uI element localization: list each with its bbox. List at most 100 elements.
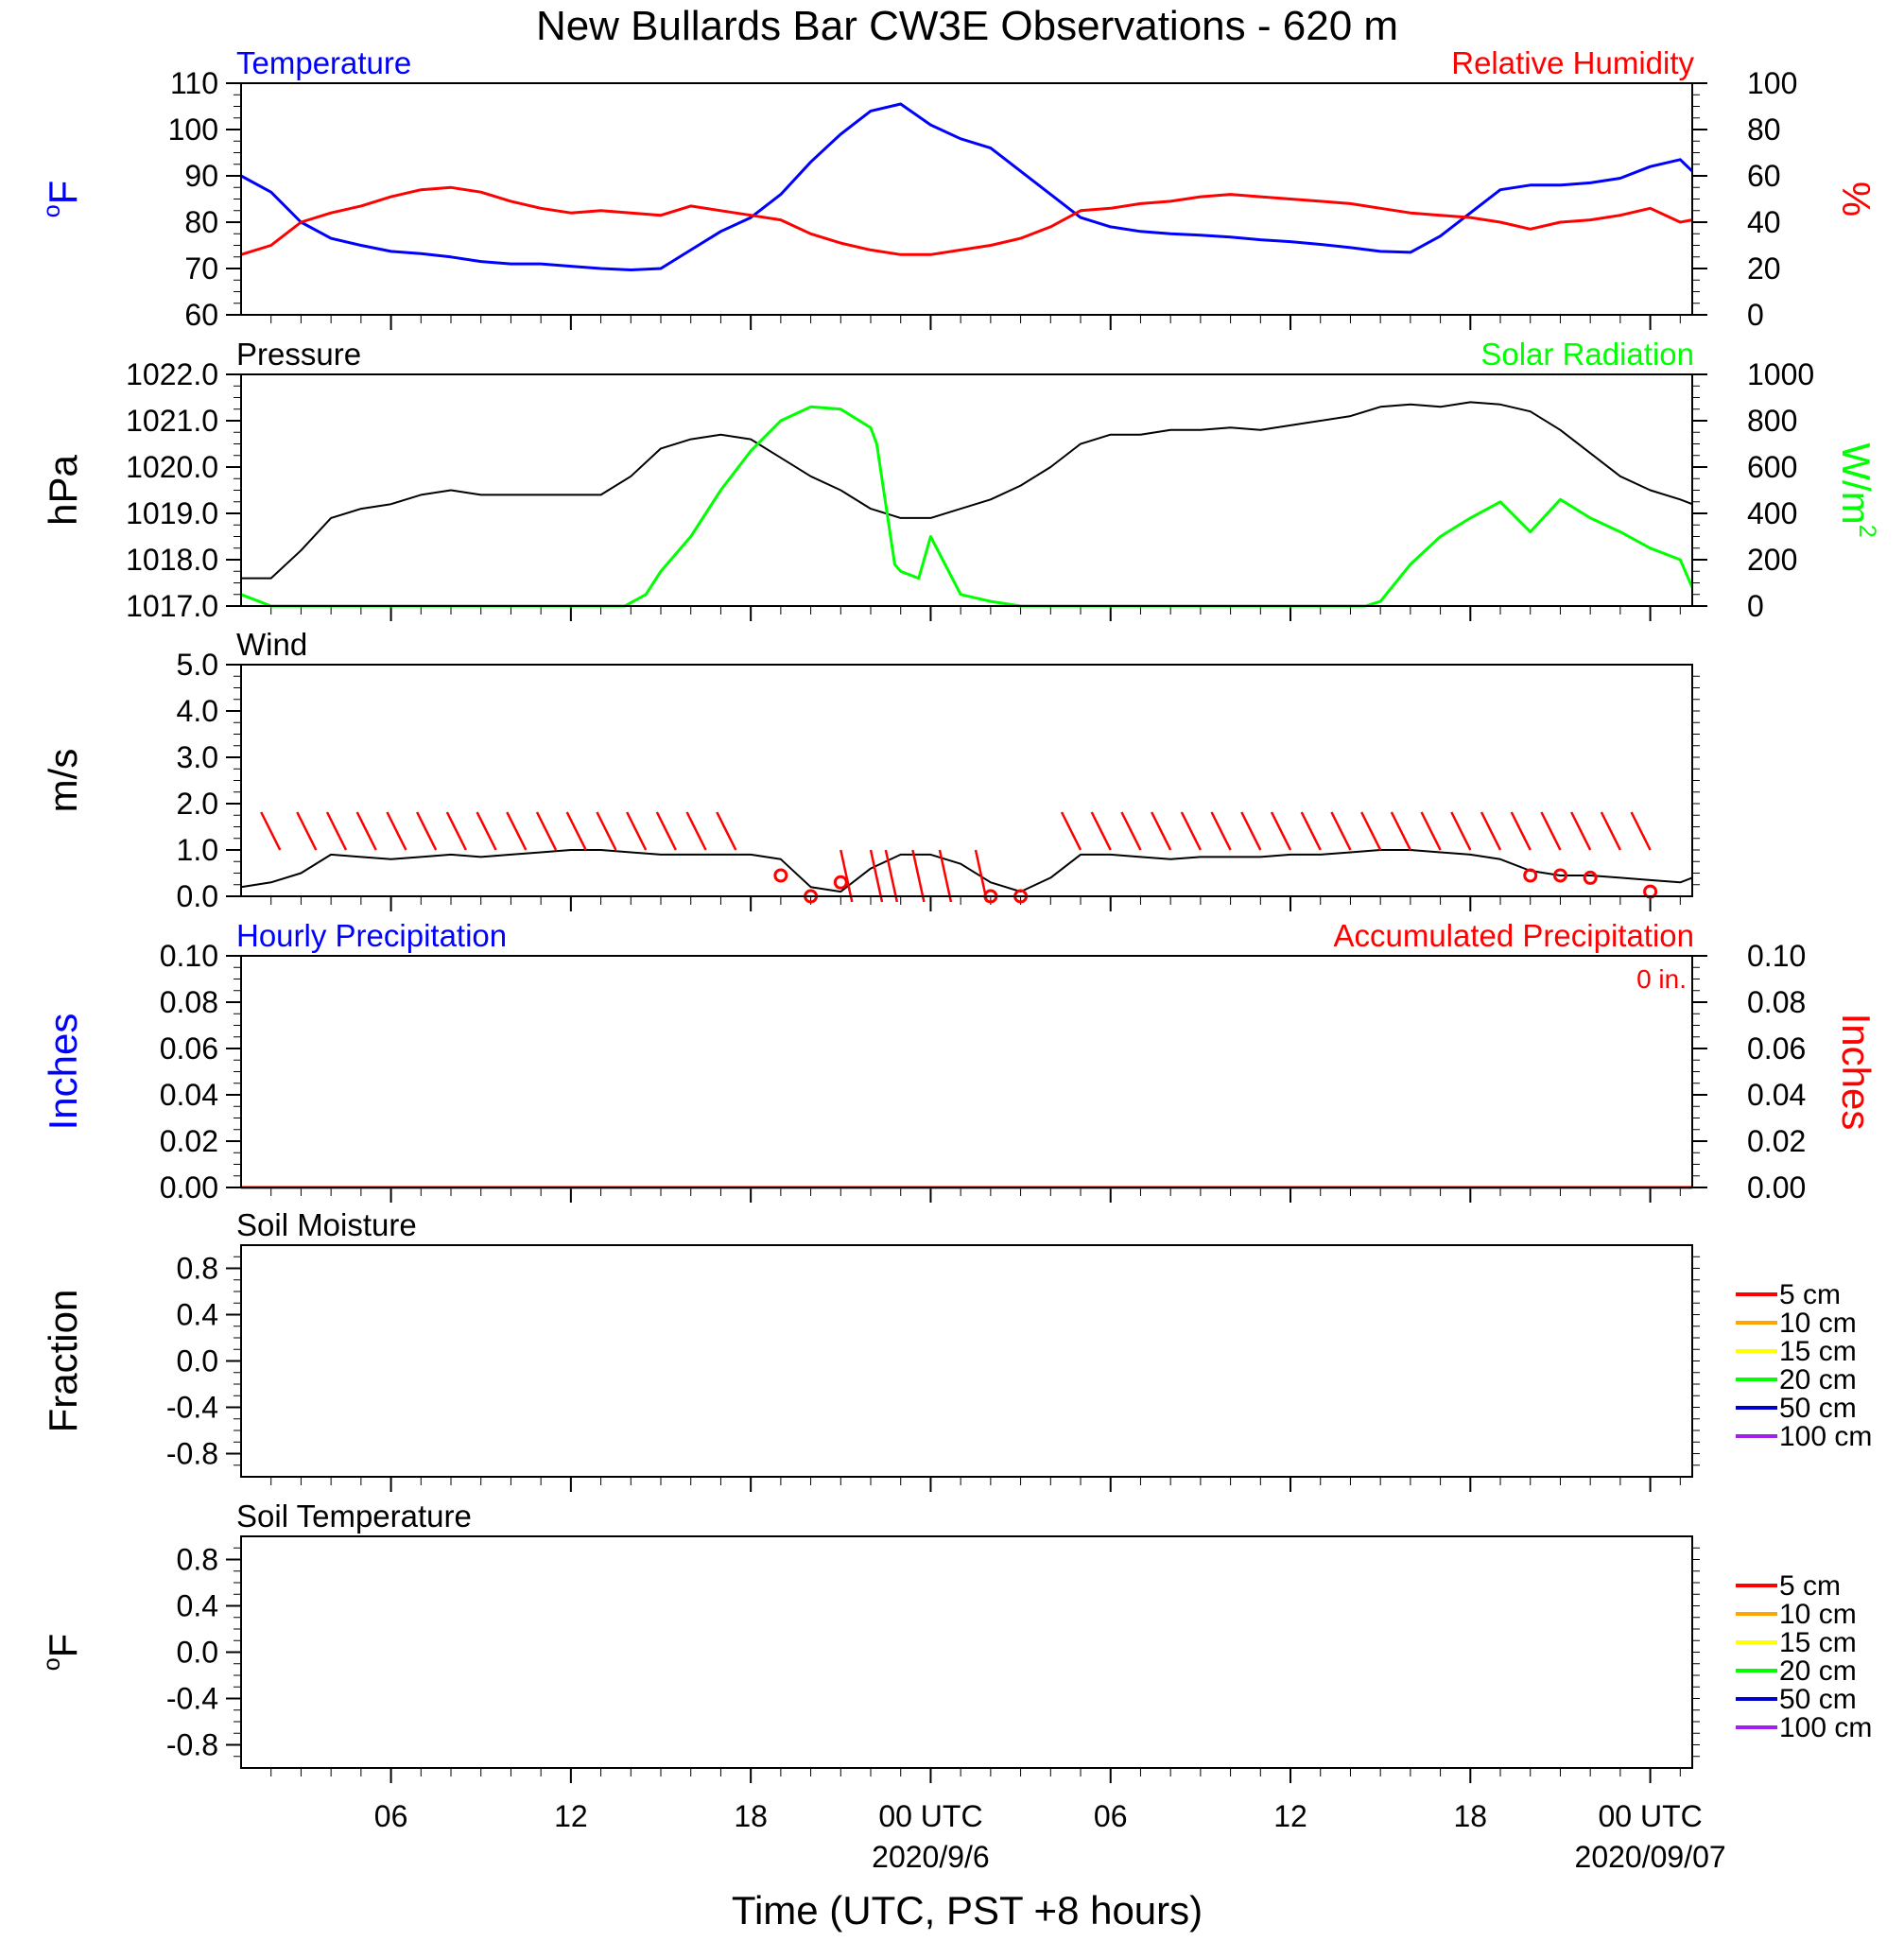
date-label: 2020/09/07 — [1575, 1840, 1726, 1874]
y-tick-label: 100 — [168, 113, 218, 147]
y-axis-label-text: Inches — [41, 1014, 85, 1131]
wind-barb — [1210, 811, 1232, 851]
wind-barb — [685, 811, 707, 851]
y-tick-label: 70 — [184, 251, 218, 286]
panel-frame — [240, 82, 1693, 316]
y-tick-label: 0.4 — [177, 1589, 218, 1623]
series-line-pressure — [241, 401, 1693, 580]
y-axis-label-text: Fraction — [41, 1290, 85, 1433]
wind-barb — [1180, 811, 1202, 851]
wind-barb — [911, 849, 926, 903]
wind-barb — [596, 811, 617, 851]
calm-wind-marker — [1583, 870, 1598, 885]
time-axis: 06 12 18 00 UTC 06 12 18 00 UTC 2020/9/6 2020/09/… — [374, 1799, 1726, 1874]
y-tick-label: 0.02 — [160, 1124, 218, 1158]
y-axis-label-text: hPa — [41, 454, 85, 525]
panel-title-left: Temperature — [236, 45, 411, 80]
legend-label: 5 cm — [1779, 1279, 1841, 1310]
y-tick-label: 0.4 — [177, 1298, 218, 1332]
figure-title: New Bullards Bar CW3E Observations - 620… — [536, 3, 1398, 49]
calm-wind-marker — [833, 875, 848, 890]
wind-barb — [626, 811, 648, 851]
panel-title-left: Soil Moisture — [236, 1207, 417, 1242]
y-axis-label-text: oF — [39, 1634, 85, 1672]
y-tick-label: 0.08 — [160, 985, 218, 1019]
series-line-temperature — [240, 102, 1694, 271]
wind-barb — [1090, 811, 1112, 851]
legend-label: 100 cm — [1779, 1421, 1872, 1452]
wind-barb — [1060, 811, 1082, 851]
y-tick-label: 2.0 — [177, 787, 218, 821]
y-tick-label-right: 0.04 — [1747, 1078, 1806, 1112]
y-tick-label: 1022.0 — [126, 357, 218, 391]
calm-wind-marker — [773, 868, 788, 883]
x-tick-label: 12 — [1273, 1799, 1307, 1833]
legend-label: 20 cm — [1779, 1655, 1857, 1687]
y-axis-label: hPa — [41, 454, 85, 525]
wind-barb — [260, 811, 282, 851]
panel-wind: 0.0 1.0 2.0 3.0 4.0 5.0 Wind m/s — [41, 627, 1700, 913]
legend-label: 10 cm — [1779, 1308, 1857, 1339]
y-tick-label: 60 — [184, 298, 218, 332]
x-tick-label: 00 UTC — [878, 1799, 982, 1833]
calm-wind-marker — [1643, 884, 1658, 899]
y-axis-label-right: W/m2 — [1834, 442, 1880, 537]
y-tick-label: 0.0 — [177, 1636, 218, 1670]
wind-barb — [716, 811, 737, 851]
wind-barb — [938, 849, 953, 903]
legend-label: 50 cm — [1779, 1684, 1857, 1715]
wind-barb — [1360, 811, 1382, 851]
wind-barb — [416, 811, 438, 851]
legend-label: 10 cm — [1779, 1599, 1857, 1630]
y-tick-label: 80 — [184, 205, 218, 239]
panel-soil-moisture: -0.8 -0.4 0.0 0.4 0.8 Soil Moisture Fraction 5 … — [41, 1207, 1872, 1492]
wind-barb — [1540, 811, 1562, 851]
y-axis-label: oF — [39, 181, 85, 218]
legend-label: 15 cm — [1779, 1627, 1857, 1658]
y-tick-label-right: 100 — [1747, 66, 1797, 100]
y-axis-label-right-text: % — [1834, 182, 1878, 217]
x-tick-label: 18 — [1454, 1799, 1488, 1833]
y-axis-label-right: Inches — [1834, 1014, 1878, 1131]
wind-barb — [565, 811, 587, 851]
panels: 60 70 80 90 100 110 0 20 40 60 80 100 Temperature Rel… — [39, 45, 1880, 1783]
y-tick-label: 110 — [170, 66, 218, 100]
panel-frame — [240, 664, 1693, 897]
y-tick-label: 0.0 — [177, 1344, 218, 1378]
y-tick-label: 1020.0 — [126, 450, 218, 484]
legend-label: 100 cm — [1779, 1712, 1872, 1743]
y-tick-label-right: 0 — [1747, 298, 1764, 332]
y-tick-label: -0.4 — [166, 1391, 218, 1425]
y-tick-label: 1018.0 — [126, 543, 218, 577]
wind-barb — [506, 811, 528, 851]
calm-wind-marker — [1552, 868, 1567, 883]
wind-barb — [355, 811, 377, 851]
precip-total-annotation: 0 in. — [1636, 964, 1687, 994]
panel-title-right: Accumulated Precipitation — [1333, 918, 1694, 953]
x-tick-label: 06 — [1094, 1799, 1128, 1833]
y-tick-label-right: 200 — [1747, 543, 1797, 577]
panel-title-right: Relative Humidity — [1451, 45, 1694, 80]
wind-barb — [1300, 811, 1322, 851]
y-tick-label-right: 20 — [1747, 251, 1781, 286]
legend-label: 5 cm — [1779, 1570, 1841, 1602]
panel-frame — [240, 373, 1693, 607]
date-label: 2020/9/6 — [872, 1840, 990, 1874]
y-tick-label: -0.8 — [166, 1437, 218, 1471]
legend-label: 15 cm — [1779, 1336, 1857, 1367]
wind-barb — [1600, 811, 1622, 851]
y-axis-label: Inches — [41, 1014, 85, 1131]
y-tick-label: 1.0 — [177, 833, 218, 867]
wind-barb — [296, 811, 318, 851]
y-tick-label: 0.06 — [160, 1031, 218, 1066]
y-tick-label-right: 60 — [1747, 159, 1781, 193]
x-tick-label: 18 — [734, 1799, 768, 1833]
y-tick-label-right: 0.06 — [1747, 1031, 1806, 1066]
panel-title-left: Hourly Precipitation — [236, 918, 507, 953]
y-tick-label: 0.8 — [177, 1543, 218, 1577]
y-tick-label: -0.8 — [166, 1728, 218, 1762]
wind-barb — [1630, 811, 1652, 851]
legend-label: 20 cm — [1779, 1364, 1857, 1395]
wind-barb — [1120, 811, 1142, 851]
wind-barb — [884, 849, 899, 903]
